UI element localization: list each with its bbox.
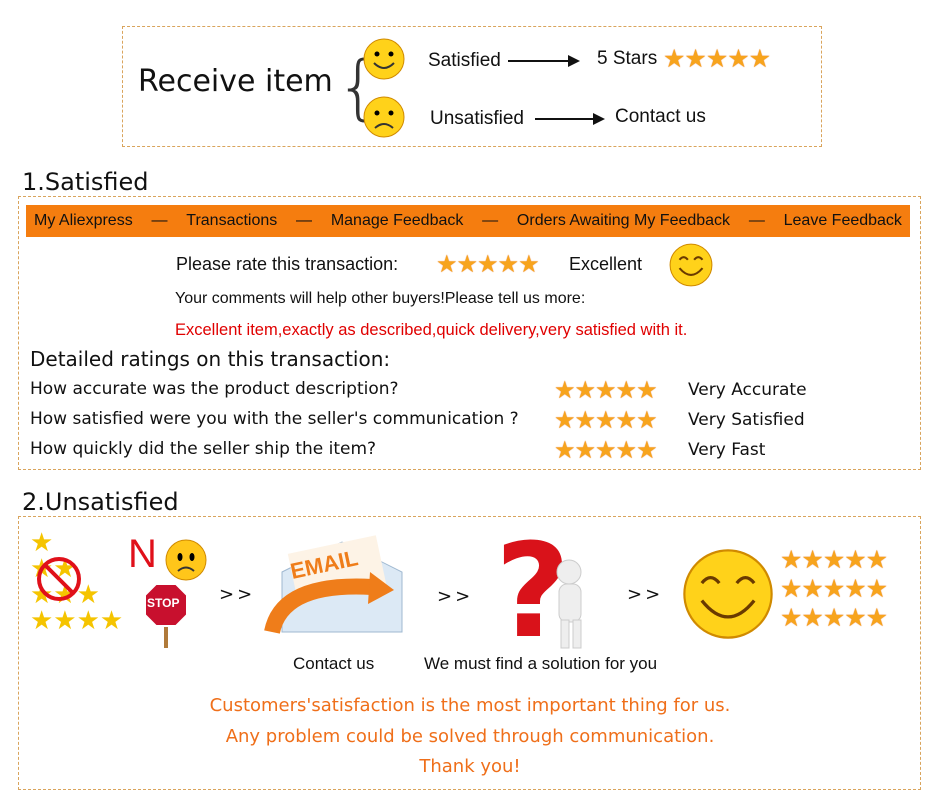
section-title-satisfied: 1.Satisfied <box>22 168 149 196</box>
question: How quickly did the seller ship the item… <box>30 439 377 459</box>
question-mark-icon: ? <box>495 526 582 652</box>
no-bad-rating-icon: ★ ★★ ★★★ ★★★★ <box>30 528 124 636</box>
rating-stars[interactable]: ★★★★★ <box>554 436 658 464</box>
answer: Very Fast <box>688 440 766 460</box>
no-letter: N <box>128 532 157 576</box>
stop-text: STOP <box>147 596 180 610</box>
email-icon <box>264 535 403 635</box>
section-title-unsatisfied: 2.Unsatisfied <box>22 488 179 516</box>
step-separator: >> <box>437 586 474 607</box>
separator: — <box>482 212 499 229</box>
svg-text:?: ? <box>495 526 570 652</box>
step-separator: >> <box>627 584 664 605</box>
message-line: Any problem could be solved through comm… <box>225 726 715 747</box>
nav-manage-feedback[interactable]: Manage Feedback <box>330 212 464 229</box>
message-line: Customers'satisfaction is the most impor… <box>209 695 731 716</box>
nav-orders-awaiting[interactable]: Orders Awaiting My Feedback <box>516 212 731 229</box>
summary-box <box>122 26 822 147</box>
sad-face-icon <box>363 96 405 138</box>
solution-caption: We must find a solution for you <box>424 654 658 673</box>
satisfied-box <box>18 196 921 470</box>
five-star-ratings-icon: ★★★★★ ★★★★★ ★★★★★ <box>780 545 888 632</box>
nav-leave-feedback[interactable]: Leave Feedback <box>783 212 902 229</box>
five-stars-label: 5 Stars <box>597 48 658 69</box>
contact-us-caption: Contact us <box>293 654 375 673</box>
rate-label: Please rate this transaction: <box>176 254 399 274</box>
nav-transactions[interactable]: Transactions <box>186 212 278 229</box>
contact-us-label: Contact us <box>615 106 706 127</box>
separator: — <box>748 212 765 229</box>
rating-stars[interactable]: ★★★★★ <box>554 376 658 404</box>
arrow-icon <box>535 113 605 125</box>
answer: Very Accurate <box>688 380 807 400</box>
rating-stars[interactable]: ★★★★★ <box>554 406 658 434</box>
comments-prompt: Your comments will help other buyers!Ple… <box>175 290 586 307</box>
separator: — <box>151 212 168 229</box>
sad-face-icon <box>165 539 207 581</box>
detailed-ratings-title: Detailed ratings on this transaction: <box>30 347 391 371</box>
answer: Very Satisfied <box>688 410 805 430</box>
breadcrumb: My Aliexpress — Transactions — Manage Feed… <box>26 205 910 237</box>
step-separator: >> <box>219 584 256 605</box>
happy-face-icon <box>683 549 773 639</box>
happy-face-icon <box>363 38 405 80</box>
question: How satisfied were you with the seller's… <box>30 409 519 429</box>
rate-value: Excellent <box>569 254 643 274</box>
unsatisfied-label: Unsatisfied <box>430 108 524 129</box>
feedback-text[interactable]: Excellent item,exactly as described,quic… <box>175 321 688 339</box>
satisfied-label: Satisfied <box>428 50 501 71</box>
rating-stars[interactable]: ★★★★★ <box>436 250 540 278</box>
thank-you: Thank you! <box>419 756 521 777</box>
receive-item-label: Receive item <box>138 64 333 99</box>
five-stars-icon: ★★★★★ <box>663 44 771 73</box>
stop-sign-icon <box>144 583 188 648</box>
separator: — <box>296 212 313 229</box>
happy-face-icon <box>669 243 713 287</box>
unsatisfied-box <box>18 516 921 790</box>
question: How accurate was the product description… <box>30 379 399 399</box>
arrow-icon <box>508 55 580 67</box>
nav-my-aliexpress[interactable]: My Aliexpress <box>34 212 133 229</box>
